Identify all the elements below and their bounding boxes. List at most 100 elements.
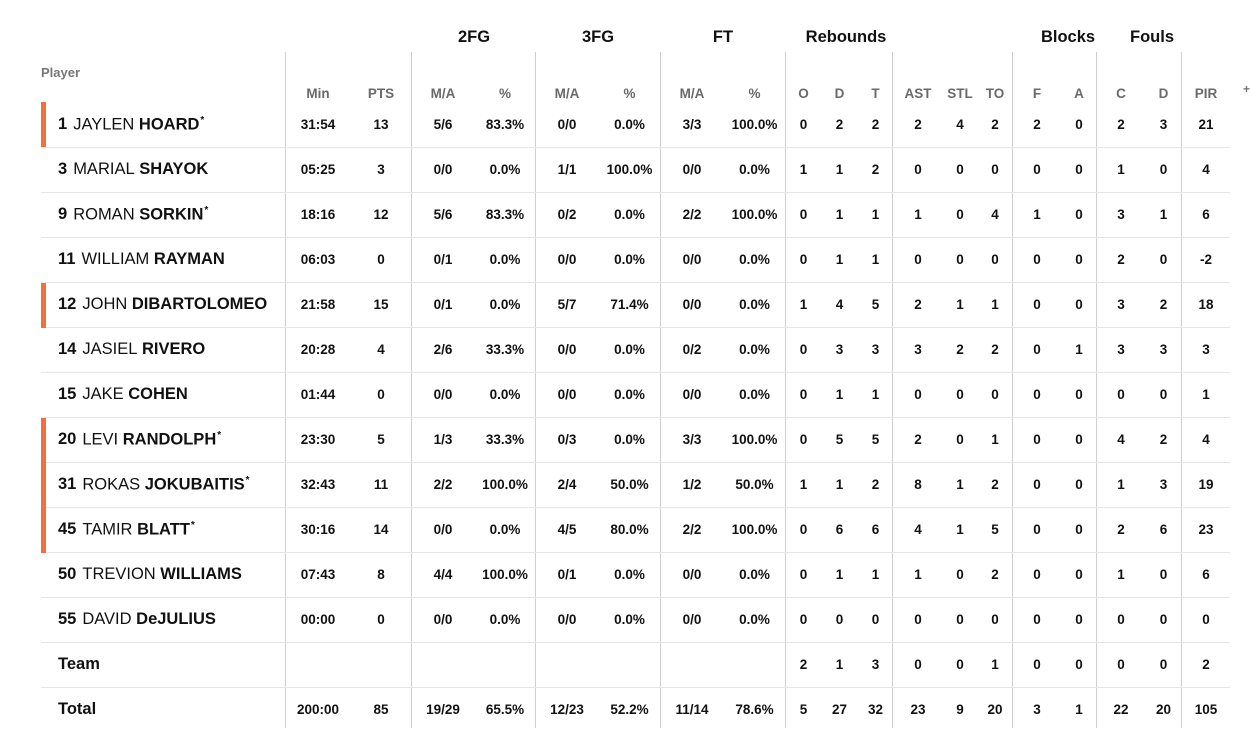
header-2fg-pct[interactable]: % xyxy=(498,86,511,101)
header-player-spacer xyxy=(41,75,286,102)
player-number: 11 xyxy=(58,250,76,268)
stat-ft-pct: 100.0% xyxy=(723,192,786,238)
header-reb-t[interactable]: T xyxy=(871,86,880,101)
header-to[interactable]: TO xyxy=(985,86,1005,101)
player-number: 3 xyxy=(58,160,68,178)
player-name-cell[interactable]: 55 DAVID DeJULIUS xyxy=(41,597,286,643)
header-reb-d[interactable]: D xyxy=(834,86,845,101)
table-row[interactable]: 3 MARIAL SHAYOK 05:25 3 0/0 0.0% 1/1 100.0% 0/0 0… xyxy=(41,147,1230,193)
stat-reb-o: 0 xyxy=(786,597,821,643)
stat-blk-f: 0 xyxy=(1013,462,1061,508)
table-row[interactable]: 31 ROKAS JOKUBAITIS* 32:43 11 2/2 100.0% 2/4 50… xyxy=(41,462,1230,508)
stat-pir: 3 xyxy=(1182,327,1230,373)
stat-foul-d: 3 xyxy=(1145,327,1182,373)
stat-ast: 0 xyxy=(893,372,943,418)
stat-3fg-ma: 1/1 xyxy=(536,147,598,193)
header-blk-f[interactable]: F xyxy=(1032,86,1042,101)
stat-3fg-ma: 4/5 xyxy=(536,507,598,553)
stat-stl: 0 xyxy=(943,192,977,238)
stat-blk-a: 1 xyxy=(1075,702,1083,718)
table-row[interactable]: 15 JAKE COHEN 01:44 0 0/0 0.0% 0/0 0.0% 0/0 0.0% 0… xyxy=(41,372,1230,418)
table-row[interactable]: 12 JOHN DIBARTOLOMEO 21:58 15 0/1 0.0% 5/7 71.4… xyxy=(41,282,1230,328)
stat-3fg-ma: 0/1 xyxy=(536,552,598,598)
stat-reb-t: 2 xyxy=(858,147,893,193)
stat-blk-f: 1 xyxy=(1013,192,1061,238)
stat-foul-d: 0 xyxy=(1145,552,1182,598)
stat-reb-o: 0 xyxy=(786,327,821,373)
stat-to: 2 xyxy=(977,552,1013,598)
group-header-blocks: Blocks xyxy=(1040,28,1096,46)
table-row[interactable]: 11 WILLIAM RAYMAN 06:03 0 0/1 0.0% 0/0 0.0% 0/0 0… xyxy=(41,237,1230,283)
player-name-cell[interactable]: 1 JAYLEN HOARD* xyxy=(41,102,286,148)
player-name-cell[interactable]: 14 JASIEL RIVERO xyxy=(41,327,286,373)
stat-pir: 4 xyxy=(1182,417,1230,463)
player-name-cell[interactable]: 11 WILLIAM RAYMAN xyxy=(41,237,286,283)
header-ast[interactable]: AST xyxy=(904,86,932,101)
player-name-cell[interactable]: 50 TREVION WILLIAMS xyxy=(41,552,286,598)
stat-ast: 0 xyxy=(893,237,943,283)
stat-reb-o: 0 xyxy=(786,417,821,463)
starter-asterisk: * xyxy=(190,519,195,531)
header-stl[interactable]: STL xyxy=(947,86,973,101)
player-last-name: SORKIN xyxy=(139,205,204,224)
player-name-cell[interactable]: 12 JOHN DIBARTOLOMEO xyxy=(41,282,286,328)
stat-reb-d: 1 xyxy=(821,192,858,238)
header-foul-d[interactable]: D xyxy=(1158,86,1169,101)
stat-3fg-ma xyxy=(536,642,598,688)
stat-min: 30:16 xyxy=(286,507,350,553)
stat-2fg-pct: 0.0% xyxy=(474,597,536,643)
table-row[interactable]: 20 LEVI RANDOLPH* 23:30 5 1/3 33.3% 0/3 0.0% 3/3… xyxy=(41,417,1230,463)
stat-2fg-ma: 0/0 xyxy=(412,372,474,418)
stat-blk-f: 0 xyxy=(1013,597,1061,643)
stat-reb-o: 1 xyxy=(786,147,821,193)
boxscore-rows: 1 JAYLEN HOARD* 31:54 13 5/6 83.3% 0/0 0.0% 3/3 1… xyxy=(41,102,1230,732)
stat-2fg-pct: 83.3% xyxy=(474,102,536,148)
header-3fg-pct[interactable]: % xyxy=(623,86,636,101)
more-columns-indicator[interactable]: + xyxy=(1243,82,1251,96)
header-ft-pct[interactable]: % xyxy=(748,86,761,101)
player-name-cell[interactable]: 3 MARIAL SHAYOK xyxy=(41,147,286,193)
stat-2fg-pct xyxy=(474,642,536,688)
stat-min: 18:16 xyxy=(286,192,350,238)
table-row[interactable]: 9 ROMAN SORKIN* 18:16 12 5/6 83.3% 0/2 0.0% 2/2 1… xyxy=(41,192,1230,238)
stat-reb-o: 1 xyxy=(786,282,821,328)
stat-ft-pct: 100.0% xyxy=(723,507,786,553)
header-min[interactable]: Min xyxy=(306,86,330,101)
table-row[interactable]: 45 TAMIR BLATT* 30:16 14 0/0 0.0% 4/5 80.0% 2/2 1… xyxy=(41,507,1230,553)
table-row[interactable]: 50 TREVION WILLIAMS 07:43 8 4/4 100.0% 0/1 0.0%… xyxy=(41,552,1230,598)
player-first-name: WILLIAM xyxy=(81,250,150,268)
player-first-name: JASIEL xyxy=(82,340,138,358)
stat-ft-pct: 100.0% xyxy=(723,102,786,148)
header-blk-a[interactable]: A xyxy=(1074,86,1084,101)
stat-3fg-ma: 0/0 xyxy=(536,237,598,283)
header-2fg-ma[interactable]: M/A xyxy=(430,86,456,101)
player-name-cell[interactable]: 15 JAKE COHEN xyxy=(41,372,286,418)
stat-blk-a: 0 xyxy=(1061,552,1097,598)
header-pir[interactable]: PIR xyxy=(1194,86,1218,101)
player-name-cell[interactable]: 31 ROKAS JOKUBAITIS* xyxy=(41,462,286,508)
stat-ft-pct: 0.0% xyxy=(723,327,786,373)
stat-3fg-pct: 0.0% xyxy=(598,597,661,643)
player-name-cell[interactable]: 20 LEVI RANDOLPH* xyxy=(41,417,286,463)
table-row[interactable]: 55 DAVID DeJULIUS 00:00 0 0/0 0.0% 0/0 0.0% 0/0 0… xyxy=(41,597,1230,643)
stat-to: 0 xyxy=(977,372,1013,418)
starter-indicator xyxy=(41,462,46,508)
stat-reb-o: 0 xyxy=(786,507,821,553)
header-foul-c[interactable]: C xyxy=(1116,86,1126,101)
stat-blk-a: 0 xyxy=(1061,147,1097,193)
header-ft-ma[interactable]: M/A xyxy=(679,86,705,101)
stat-pts: 85 xyxy=(373,702,389,718)
header-pts[interactable]: PTS xyxy=(367,86,395,101)
player-name-cell[interactable]: 9 ROMAN SORKIN* xyxy=(41,192,286,238)
player-number: 31 xyxy=(58,475,77,494)
stat-foul-c: 1 xyxy=(1097,552,1145,598)
player-number: 1 xyxy=(58,115,68,133)
player-name-cell[interactable]: 45 TAMIR BLATT* xyxy=(41,507,286,553)
table-row[interactable]: 1 JAYLEN HOARD* 31:54 13 5/6 83.3% 0/0 0.0% 3/3 1… xyxy=(41,102,1230,148)
header-reb-o[interactable]: O xyxy=(798,86,809,101)
stat-foul-c: 1 xyxy=(1097,462,1145,508)
header-3fg-ma[interactable]: M/A xyxy=(554,86,580,101)
stat-2fg-pct: 65.5% xyxy=(485,702,525,718)
stat-blk-a: 0 xyxy=(1061,417,1097,463)
table-row[interactable]: 14 JASIEL RIVERO 20:28 4 2/6 33.3% 0/0 0.0% 0/2 0… xyxy=(41,327,1230,373)
